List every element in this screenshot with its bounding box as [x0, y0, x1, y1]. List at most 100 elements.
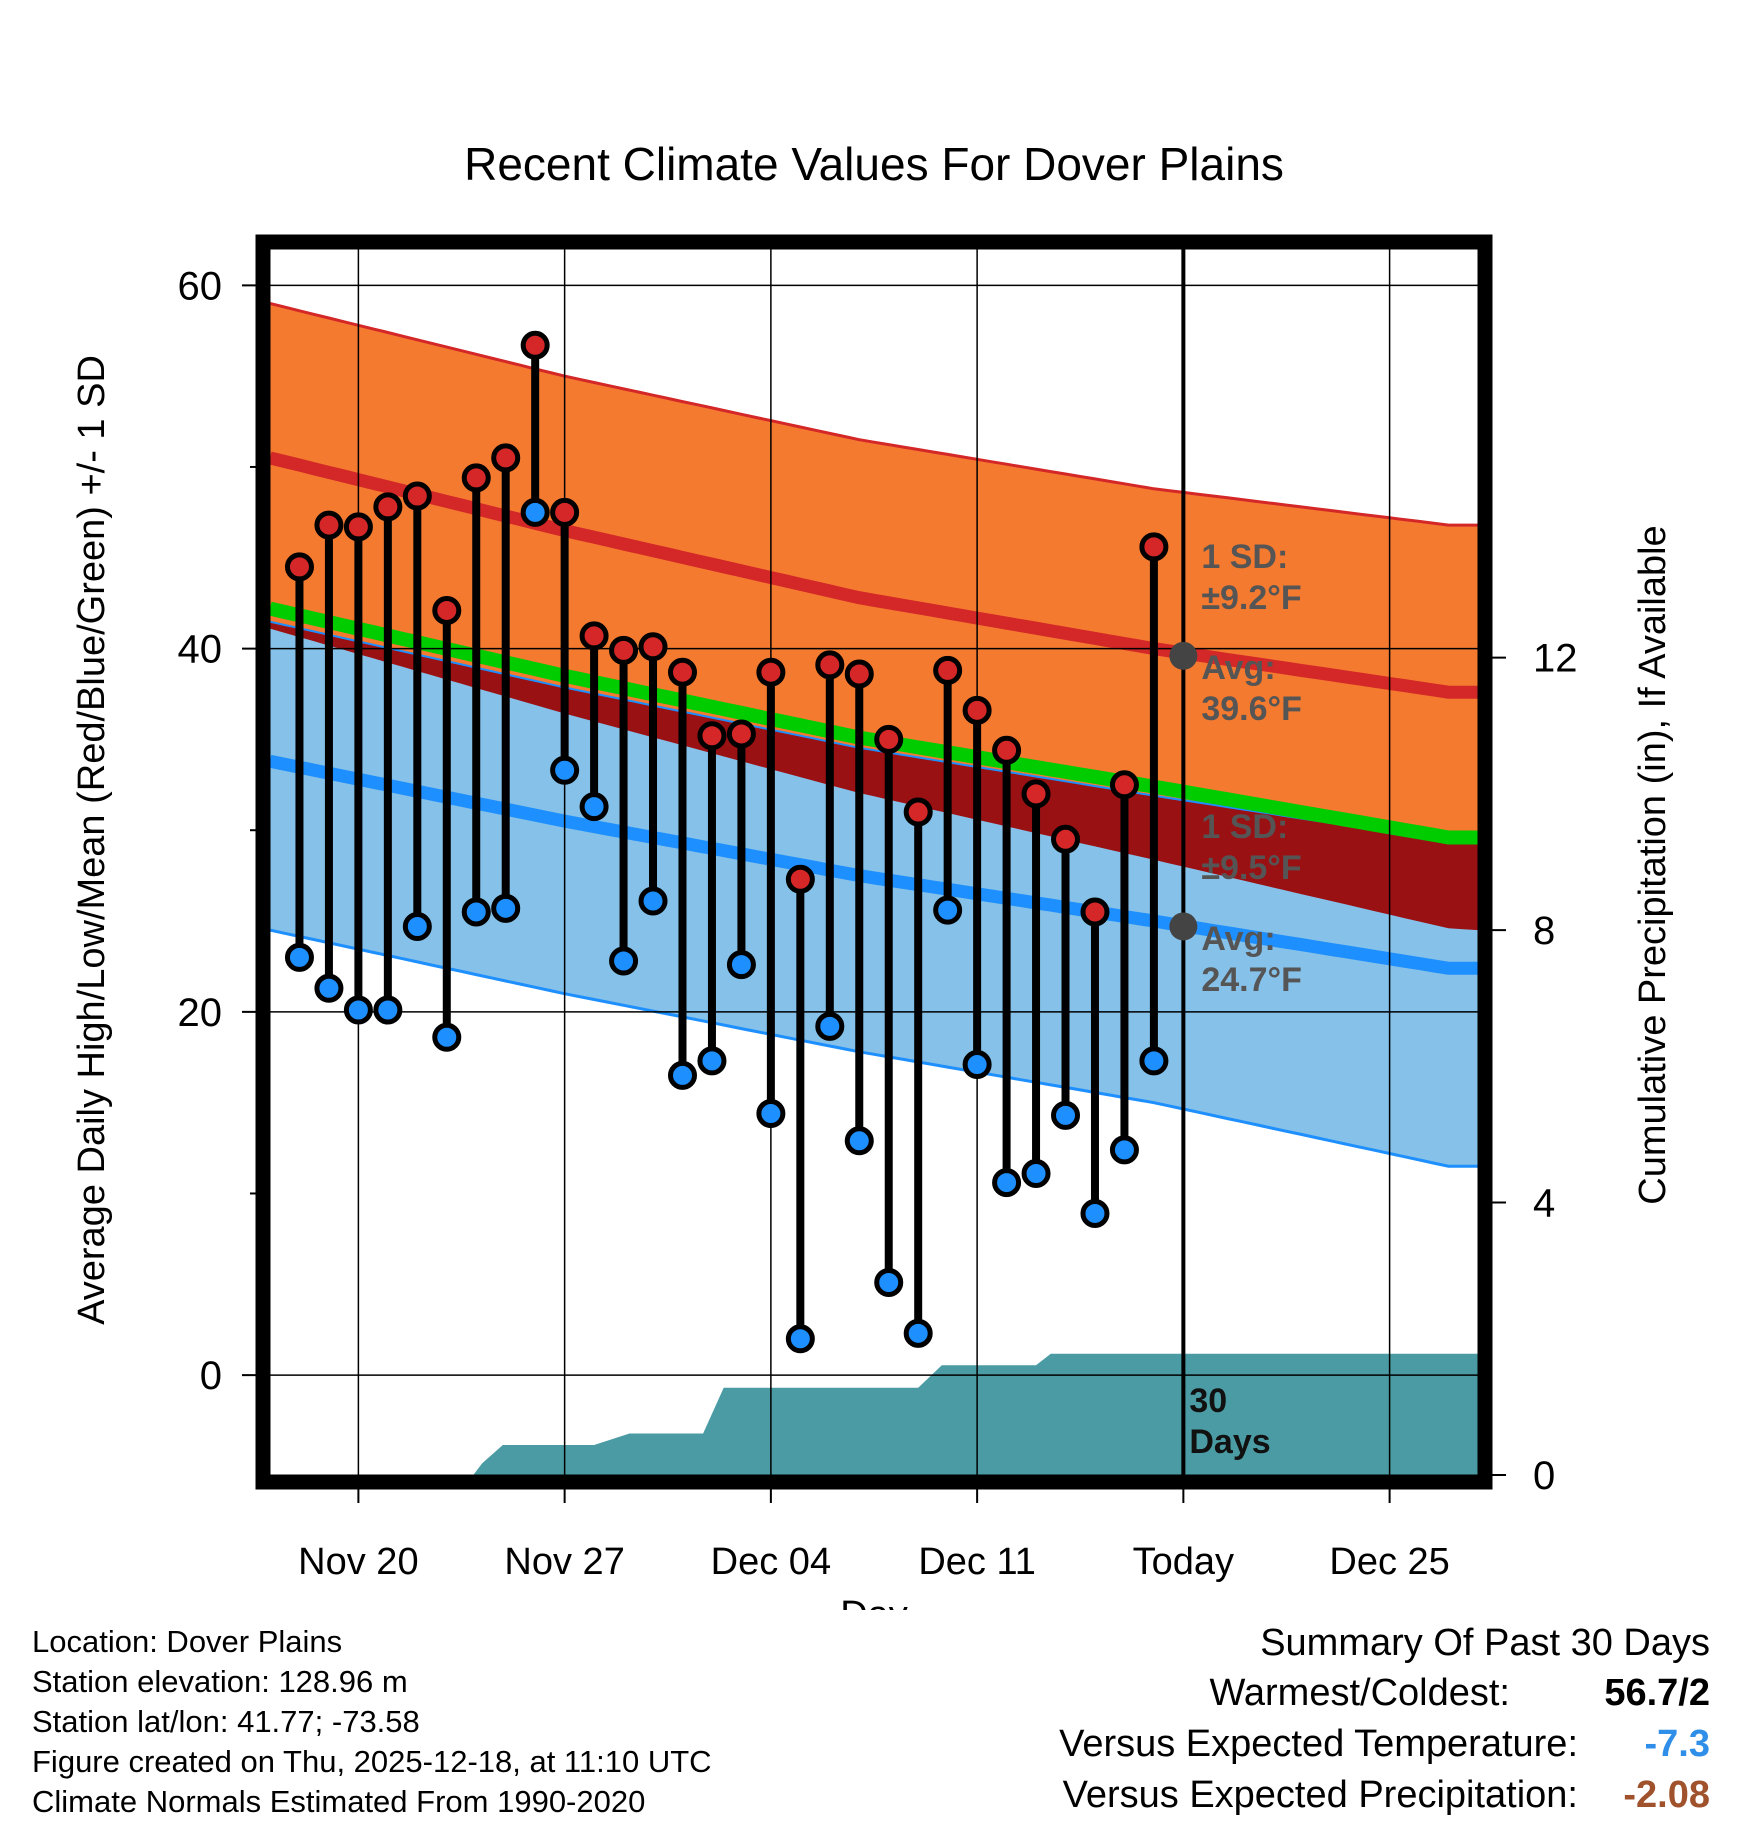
daily-low-point [1109, 1135, 1139, 1165]
y-axis-label: Average Daily High/Low/Mean (Red/Blue/Gr… [71, 355, 113, 1325]
daily-high-point [1080, 897, 1110, 927]
daily-high-point [520, 330, 550, 360]
chart-title: Recent Climate Values For Dover Plains [464, 138, 1284, 190]
summary-row-warmest: Warmest/Coldest: 56.7/2 [810, 1668, 1710, 1719]
x-tick-label: Today [1133, 1541, 1234, 1583]
daily-low-point [609, 946, 639, 976]
daily-high-point [402, 481, 432, 511]
x-tick-label: Dec 11 [918, 1541, 1036, 1583]
overlap-band [270, 621, 1478, 931]
precip-area [270, 1353, 1478, 1475]
daily-low-point [903, 1318, 933, 1348]
daily-high-point [933, 655, 963, 685]
daily-low-point [579, 792, 609, 822]
daily-low-point [402, 911, 432, 941]
daily-low-point [1051, 1100, 1081, 1130]
y-tick-label: 0 [200, 1354, 222, 1398]
daily-low-point [992, 1168, 1022, 1198]
daily-low-point [373, 995, 403, 1025]
daily-high-point [343, 512, 373, 542]
precip-value: -2.08 [1623, 1774, 1710, 1816]
warmest-value: 56.7/2 [1604, 1672, 1710, 1714]
y2-axis-label: Cumulative Precipitation (in), If Availa… [1632, 525, 1674, 1204]
info-elevation: Station elevation: 128.96 m [32, 1664, 408, 1699]
y2-tick-label: 12 [1533, 637, 1578, 681]
low-sd-value: ±9.5°F [1201, 849, 1301, 887]
high-sd-label: 1 SD: [1201, 538, 1288, 576]
low-sd-lower-line [270, 928, 1478, 1168]
temp-label: Versus Expected Temperature: [1059, 1723, 1578, 1765]
daily-high-point [609, 635, 639, 665]
daily-low-point [1021, 1158, 1051, 1188]
high-sd-value: ±9.2°F [1201, 579, 1301, 617]
daily-high-point [638, 632, 668, 662]
summary-row-precip: Versus Expected Precipitation: -2.08 [810, 1770, 1710, 1821]
low-avg-marker [1169, 912, 1198, 941]
y2-tick-label: 4 [1533, 1182, 1555, 1226]
daily-low-point [844, 1126, 874, 1156]
daily-high-point [992, 735, 1022, 765]
daily-low-point [520, 497, 550, 527]
daily-low-point [314, 973, 344, 1003]
daily-low-point [432, 1022, 462, 1052]
x-axis-label: Day [840, 1594, 908, 1610]
daily-high-point [815, 650, 845, 680]
daily-low-point [343, 995, 373, 1025]
high-avg-label: Avg: [1201, 649, 1275, 687]
climate-chart: Recent Climate Values For Dover Plains A… [71, 138, 1674, 1610]
y2-tick-label: 8 [1533, 909, 1555, 953]
temp-value: -7.3 [1644, 1723, 1710, 1765]
summary-row-temp: Versus Expected Temperature: -7.3 [810, 1719, 1710, 1770]
low-avg-label: Avg: [1201, 920, 1275, 958]
daily-high-point [579, 621, 609, 651]
daily-high-point [667, 657, 697, 687]
y-tick-label: 20 [178, 991, 223, 1035]
info-normals: Climate Normals Estimated From 1990-2020 [32, 1784, 646, 1819]
daily-low-point [550, 755, 580, 785]
y-tick-label: 40 [178, 628, 223, 672]
daily-high-point [903, 797, 933, 827]
daily-low-point [697, 1046, 727, 1076]
y-tick-label: 60 [178, 264, 223, 308]
daily-low-point [667, 1060, 697, 1090]
daily-high-point [726, 719, 756, 749]
daily-low-point [726, 950, 756, 980]
warmest-label: Warmest/Coldest: [1209, 1672, 1510, 1714]
high-sd-band [270, 303, 1478, 842]
info-latlon: Station lat/lon: 41.77; -73.58 [32, 1704, 420, 1739]
summary-panel: Summary Of Past 30 Days Warmest/Coldest:… [810, 1618, 1710, 1821]
daily-high-point [1051, 824, 1081, 854]
daily-high-point [284, 552, 314, 582]
daily-low-point [638, 886, 668, 916]
high-sd-upper-line [270, 302, 1478, 527]
high-avg-marker [1169, 641, 1198, 670]
daily-low-point [1080, 1198, 1110, 1228]
daily-low-point [491, 893, 521, 923]
low-sd-label: 1 SD: [1201, 808, 1288, 846]
daily-high-point [785, 864, 815, 894]
x-tick-label: Dec 04 [711, 1541, 831, 1583]
x-tick-label: Nov 20 [298, 1541, 418, 1583]
daily-low-point [874, 1267, 904, 1297]
plot-area: 0 20 40 60 0 4 8 12 Nov 20 Nov 27 Dec 04 Dec 11 Toda… [178, 234, 1578, 1583]
daily-low-point [815, 1011, 845, 1041]
daily-high-point [844, 659, 874, 689]
clipped-layer [270, 249, 1478, 1475]
daily-high-point [1109, 770, 1139, 800]
daily-high-point [461, 463, 491, 493]
daily-low-point [756, 1099, 786, 1129]
summary-title: Summary Of Past 30 Days [1260, 1622, 1710, 1664]
daily-high-point [962, 695, 992, 725]
daily-high-point [1139, 532, 1169, 562]
low-mean-line [270, 754, 1478, 975]
days-word-label: Days [1189, 1423, 1270, 1461]
daily-high-point [432, 595, 462, 625]
precip-label: Versus Expected Precipitation: [1062, 1774, 1578, 1816]
daily-high-point [373, 492, 403, 522]
high-avg-value: 39.6°F [1201, 690, 1302, 728]
high-mean-line [270, 451, 1478, 699]
daily-low-point [933, 895, 963, 925]
daily-high-point [1021, 779, 1051, 809]
daily-high-point [697, 721, 727, 751]
daily-low-point [785, 1324, 815, 1354]
